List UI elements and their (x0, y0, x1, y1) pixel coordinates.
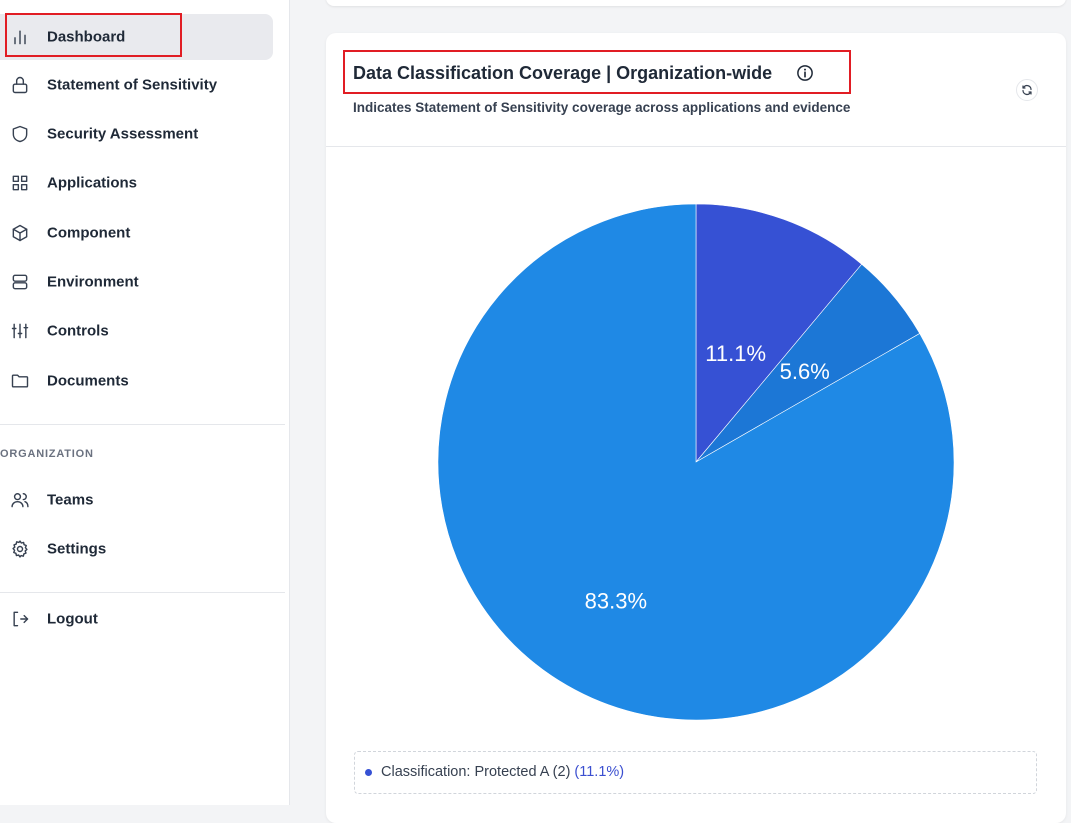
legend: Classification: Protected A (2) (11.1%) (354, 751, 1037, 794)
logout-label: Logout (47, 610, 98, 628)
users-icon (9, 489, 31, 511)
grid-icon (9, 172, 31, 194)
refresh-button[interactable] (1016, 79, 1038, 101)
shield-icon (9, 123, 31, 145)
gear-icon (9, 538, 31, 560)
refresh-icon (1021, 84, 1033, 96)
sidebar-item-security-assessment[interactable]: Security Assessment (0, 111, 273, 157)
bar-chart-icon (9, 26, 31, 48)
server-icon (9, 271, 31, 293)
info-icon[interactable] (796, 64, 814, 82)
pie-chart-svg: 11.1% 5.6% 83.3% (437, 203, 955, 721)
sidebar-item-label: Statement of Sensitivity (47, 76, 218, 94)
sidebar-item-teams[interactable]: Teams (0, 477, 273, 523)
logout-icon (9, 608, 31, 630)
sidebar-item-label: Component (47, 224, 131, 242)
legend-dot (365, 768, 372, 776)
sidebar-divider (0, 592, 285, 593)
pie-slice-label: 11.1% (705, 341, 766, 366)
legend-text: Classification: Protected A (2) (381, 764, 571, 780)
pie-chart: 11.1% 5.6% 83.3% (326, 147, 1066, 747)
pie-slice[interactable] (695, 203, 863, 463)
sidebar-item-component[interactable]: Component (0, 210, 273, 256)
coverage-card: Data Classification Coverage | Organizat… (326, 33, 1066, 823)
card-title: Data Classification Coverage | Organizat… (353, 63, 773, 83)
sidebar-item-label: Documents (47, 372, 129, 390)
pie-slice[interactable] (437, 203, 955, 721)
sidebar-item-statement-of-sensitivity[interactable]: Statement of Sensitivity (0, 62, 273, 108)
legend-item[interactable]: Classification: Protected A (2) (11.1%) (365, 764, 624, 780)
card-subtitle: Indicates Statement of Sensitivity cover… (353, 100, 851, 115)
pie-slice-label: 5.6% (780, 359, 830, 384)
sidebar-item-documents[interactable]: Documents (0, 358, 273, 404)
sidebar-item-label: Applications (47, 174, 138, 192)
sidebar-item-applications[interactable]: Applications (0, 160, 273, 206)
sidebar-item-controls[interactable]: Controls (0, 308, 273, 354)
logout-button[interactable]: Logout (0, 596, 273, 642)
folder-icon (9, 370, 31, 392)
sidebar-item-label: Controls (47, 322, 109, 340)
sidebar-item-settings[interactable]: Settings (0, 526, 273, 572)
sidebar-item-label: Security Assessment (47, 125, 199, 143)
sidebar: Dashboard Statement of Sensitivity Secur… (0, 0, 290, 805)
top-card (326, 0, 1066, 6)
sidebar-item-label: Environment (47, 273, 139, 291)
section-label-organization: ORGANIZATION (0, 448, 94, 460)
lock-icon (9, 74, 31, 96)
sidebar-item-label: Settings (47, 540, 107, 558)
sliders-icon (9, 320, 31, 342)
legend-pct: (11.1%) (574, 764, 625, 780)
cube-icon (9, 222, 31, 244)
sidebar-item-dashboard[interactable]: Dashboard (0, 14, 273, 60)
sidebar-item-label: Dashboard (47, 28, 126, 46)
sidebar-divider (0, 424, 285, 425)
pie-slice-label: 83.3% (585, 588, 647, 613)
sidebar-item-label: Teams (47, 491, 94, 509)
card-divider (326, 146, 1066, 147)
sidebar-item-environment[interactable]: Environment (0, 259, 273, 305)
